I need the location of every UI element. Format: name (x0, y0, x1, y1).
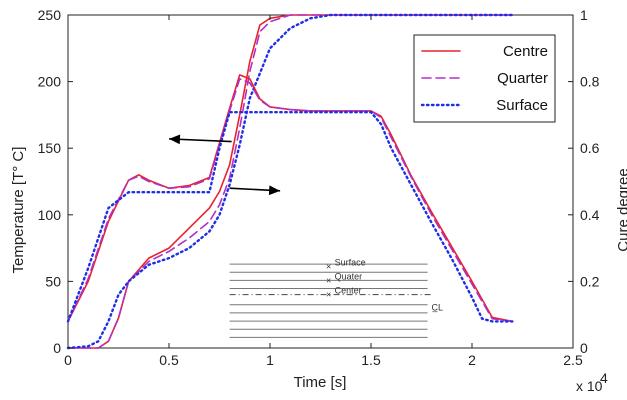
y-left-tick-label: 50 (45, 273, 61, 289)
tick-labels: 0 0.5 1 1.5 2 2.505010015020025000.20.40.60.8… (38, 7, 600, 368)
x-axis-multiplier: x 10 (576, 378, 603, 394)
y-axis-right-label: Cure degree (615, 168, 627, 251)
x-tick-label: 2.5 (563, 352, 583, 368)
cure-series-surface (66, 13, 514, 350)
x-tick-label: 1 (266, 352, 274, 368)
inset-marker: × (326, 262, 331, 272)
temperature-series-surface (66, 110, 514, 323)
legend-label-quarter: Quarter (497, 70, 548, 87)
x-tick-label: 2 (468, 352, 476, 368)
y-left-tick-label: 0 (53, 340, 61, 356)
inset-marker: × (326, 275, 331, 285)
y-right-tick-label: 0.4 (580, 207, 600, 223)
inset-label: Quater (335, 271, 363, 281)
laminate-inset: × Surface × Quater × Center C̲L (229, 258, 444, 338)
inset-label: Surface (335, 258, 366, 268)
y-right-tick-label: 0.8 (580, 74, 600, 90)
x-tick-label: 0 (64, 352, 72, 368)
annotation-arrowhead (169, 134, 181, 145)
legend: Centre Quarter Surface (413, 34, 556, 123)
legend-label-surface: Surface (496, 97, 548, 114)
x-axis-multiplier-exponent: 4 (600, 370, 608, 386)
inset-label: Center (335, 286, 362, 296)
y-left-tick-label: 150 (38, 140, 62, 156)
annotation-layer (168, 134, 281, 196)
y-left-tick-label: 100 (38, 207, 62, 223)
y-axis-left-label: Temperature [T° C] (10, 147, 27, 274)
y-right-tick-label: 1 (580, 7, 588, 23)
annotation-arrowhead (268, 185, 281, 196)
inset-marker: × (326, 290, 331, 300)
cure-series-quarter (67, 14, 514, 349)
legend-label-centre: Centre (503, 43, 548, 60)
y-right-tick-label: 0.6 (580, 140, 600, 156)
y-right-tick-label: 0.2 (580, 273, 600, 289)
y-right-tick-label: 0 (580, 340, 588, 356)
x-axis-label: Time [s] (294, 374, 347, 391)
series-layer (66, 13, 514, 350)
temperature-series-quarter (67, 78, 514, 323)
y-left-tick-label: 200 (38, 74, 62, 90)
x-tick-label: 1.5 (361, 352, 381, 368)
inset-centerline-symbol: C̲L (432, 303, 444, 313)
x-tick-label: 0.5 (159, 352, 179, 368)
y-left-tick-label: 250 (38, 7, 62, 23)
